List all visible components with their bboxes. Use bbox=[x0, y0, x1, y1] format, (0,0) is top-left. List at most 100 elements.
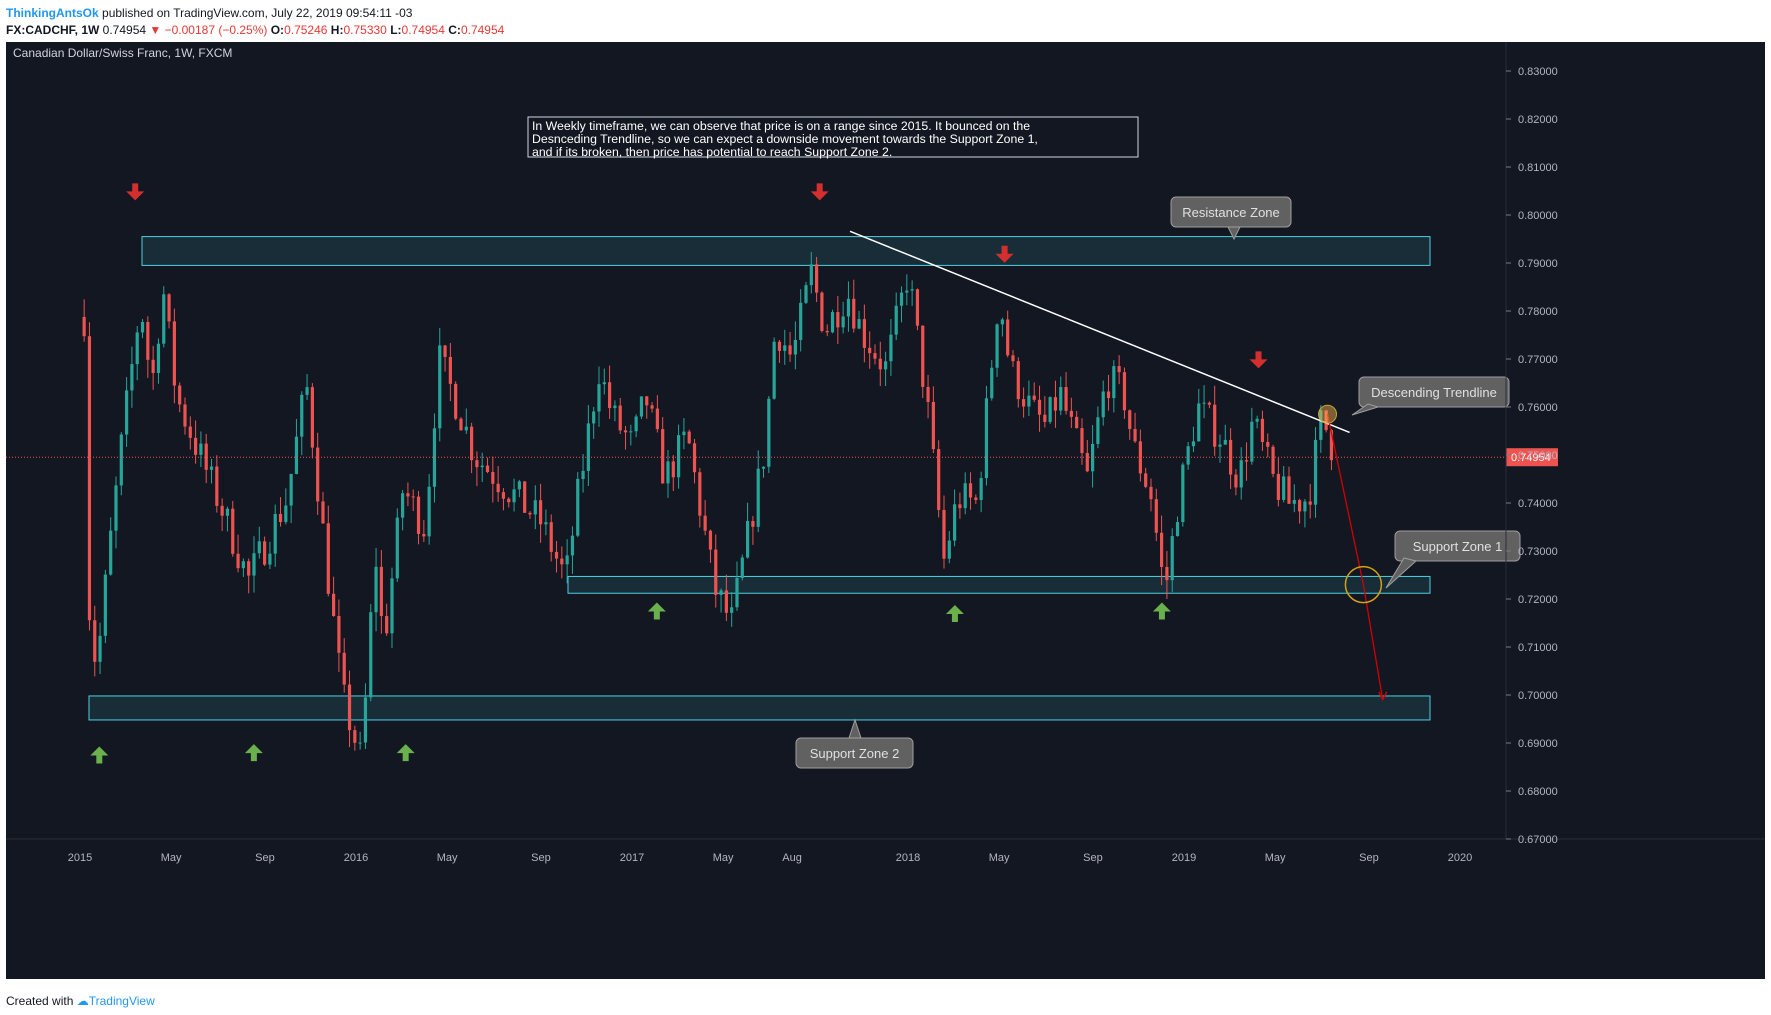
candle-body bbox=[1287, 476, 1291, 504]
candle-body bbox=[1048, 397, 1052, 422]
candle-body bbox=[1223, 439, 1227, 445]
candle-body bbox=[247, 561, 251, 576]
price-tick-label: 0.67000 bbox=[1518, 834, 1558, 846]
candle-body bbox=[682, 431, 686, 436]
candle-body bbox=[1085, 453, 1089, 472]
candle-body bbox=[401, 493, 405, 518]
candle-body bbox=[98, 635, 102, 662]
price-tick-label: 0.74000 bbox=[1518, 498, 1558, 510]
candle-body bbox=[1234, 474, 1238, 488]
candle-body bbox=[1117, 366, 1121, 373]
trendline-callout-box bbox=[1358, 376, 1510, 408]
support1-callout-label: Support Zone 1 bbox=[1413, 539, 1503, 554]
time-tick-label: May bbox=[161, 852, 182, 864]
candle-body bbox=[342, 652, 346, 685]
candle-body bbox=[703, 515, 707, 531]
candle-body bbox=[1250, 421, 1254, 462]
candle-body bbox=[1213, 404, 1217, 447]
candle-body bbox=[714, 549, 718, 595]
candle-body bbox=[915, 289, 920, 326]
candle-body bbox=[379, 566, 383, 617]
trendline-callout-label: Descending Trendline bbox=[1371, 385, 1497, 400]
candle-body bbox=[1101, 391, 1105, 418]
candle-body bbox=[698, 472, 702, 516]
up-arrow-icon bbox=[945, 604, 964, 622]
candle-body bbox=[804, 285, 808, 303]
candle-body bbox=[1096, 417, 1100, 444]
low-value: 0.74954 bbox=[401, 23, 445, 37]
support1-callout: Support Zone 1 bbox=[1385, 530, 1521, 589]
time-tick-label: May bbox=[713, 852, 734, 864]
candle-body bbox=[761, 466, 766, 469]
candle-body bbox=[1292, 500, 1296, 504]
candle-body bbox=[650, 405, 654, 409]
time-tick-label: 2016 bbox=[344, 852, 368, 864]
close-label: C: bbox=[448, 23, 461, 37]
resistance-zone bbox=[141, 236, 1431, 266]
time-tick-label: 2017 bbox=[620, 852, 644, 864]
candle-body bbox=[751, 521, 755, 527]
candle-body bbox=[1160, 532, 1164, 567]
candle-body bbox=[554, 551, 559, 559]
author-link[interactable]: ThinkingAntsOk bbox=[6, 6, 99, 20]
candle-body bbox=[305, 387, 309, 395]
candle-body bbox=[1218, 444, 1222, 447]
candle-body bbox=[560, 558, 564, 565]
candle-body bbox=[1191, 441, 1196, 447]
candle-body bbox=[369, 612, 373, 698]
time-tick-label: Sep bbox=[255, 852, 275, 864]
price-tick-label: 0.79000 bbox=[1518, 258, 1558, 270]
candle-body bbox=[1016, 361, 1020, 400]
candle-body bbox=[1059, 387, 1063, 411]
price-tick-label: 0.80000 bbox=[1518, 210, 1558, 222]
candle-body bbox=[183, 404, 187, 427]
candle-body bbox=[321, 501, 325, 524]
time-tick-label: Sep bbox=[531, 852, 551, 864]
candle-body bbox=[448, 356, 452, 384]
candle-body bbox=[1080, 428, 1084, 454]
resistance-callout: Resistance Zone bbox=[1170, 196, 1292, 241]
resistance-callout-label: Resistance Zone bbox=[1182, 205, 1280, 220]
chart-background bbox=[6, 42, 1765, 979]
candle-body bbox=[1324, 410, 1328, 431]
candle-body bbox=[284, 505, 288, 523]
candle-body bbox=[1006, 319, 1010, 356]
candle-body bbox=[512, 489, 516, 503]
price-tick-label: 0.83000 bbox=[1518, 66, 1558, 78]
candle-body bbox=[565, 555, 569, 565]
time-tick-label: Sep bbox=[1359, 852, 1379, 864]
candle-body bbox=[1319, 410, 1323, 440]
candle-body bbox=[289, 473, 293, 506]
candle-body bbox=[188, 426, 192, 438]
price-tick-label: 0.78000 bbox=[1518, 306, 1558, 318]
open-label: O: bbox=[270, 23, 285, 37]
candle-body bbox=[278, 513, 283, 523]
support2-zone bbox=[88, 695, 1431, 721]
candle-body bbox=[1244, 460, 1249, 462]
publication-header: ThinkingAntsOk published on TradingView.… bbox=[0, 0, 1771, 42]
price-tick-label: 0.81000 bbox=[1518, 162, 1558, 174]
trendline-callout: Descending Trendline bbox=[1351, 376, 1510, 416]
candle-body bbox=[443, 345, 447, 357]
candle-body bbox=[931, 401, 935, 450]
candle-body bbox=[1075, 416, 1079, 429]
candle-body bbox=[1271, 446, 1275, 474]
candle-body bbox=[910, 289, 914, 291]
candle-body bbox=[687, 431, 691, 444]
candle-body bbox=[671, 461, 675, 478]
candle-body bbox=[1027, 395, 1031, 407]
time-tick-label: 2020 bbox=[1448, 852, 1472, 864]
candle-body bbox=[337, 616, 341, 653]
candle-body bbox=[1000, 319, 1004, 325]
chart-area[interactable]: Canadian Dollar/Swiss Franc, 1W, FXCM 0.… bbox=[6, 42, 1765, 979]
time-tick-label: 2019 bbox=[1172, 852, 1196, 864]
chart-title: Canadian Dollar/Swiss Franc, 1W, FXCM bbox=[13, 46, 232, 60]
tradingview-link[interactable]: TradingView bbox=[88, 994, 155, 1008]
candle-body bbox=[220, 505, 224, 516]
candle-body bbox=[231, 508, 235, 554]
candle-body bbox=[1298, 500, 1302, 512]
support2-callout-label: Support Zone 2 bbox=[810, 746, 900, 761]
candle-body bbox=[878, 358, 882, 370]
chart-canvas[interactable]: Canadian Dollar/Swiss Franc, 1W, FXCM 0.… bbox=[6, 42, 1765, 979]
annotation-line: and if its broken, then price has potent… bbox=[532, 145, 892, 159]
